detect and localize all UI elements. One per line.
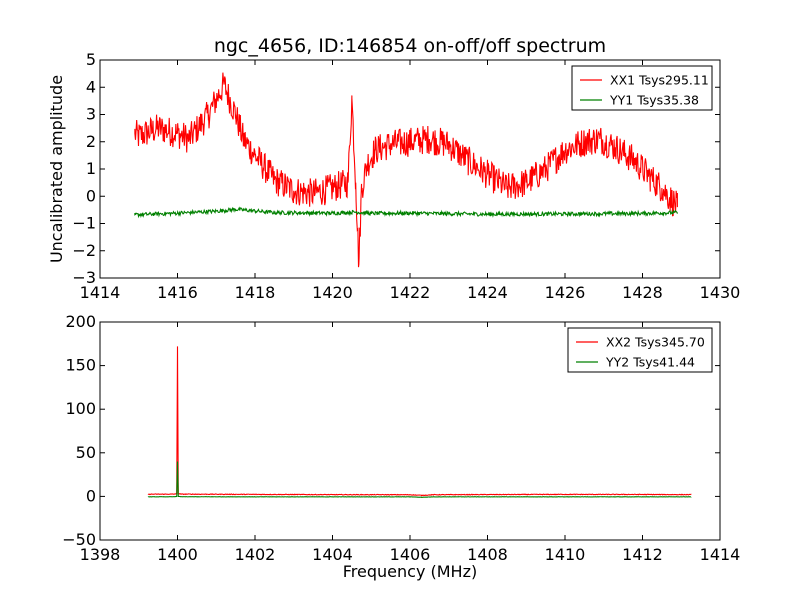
plots-layer: 1414 1416 1418 1420 1422 1424 1426 1428 1430−3−2… — [47, 50, 740, 581]
y-tick-label: 0 — [86, 186, 96, 205]
legend-box — [571, 65, 713, 111]
series-line-xx1 — [134, 72, 678, 268]
x-tick-label: 1422 — [390, 283, 431, 302]
y-tick-label: 4 — [86, 77, 96, 96]
y-tick-label: −1 — [72, 214, 96, 233]
y-tick-label: 150 — [65, 356, 96, 375]
x-tick-label: 1412 — [622, 545, 663, 564]
panel-2: 1398 1400 1402 1404 1406 1408 1410 1412 1414 −50 0… — [62, 312, 740, 581]
x-tick-label: 1414 — [80, 283, 121, 302]
y-tick-label: 200 — [65, 312, 96, 331]
x-tick-label: 1416 — [157, 283, 198, 302]
series-line-yy2 — [147, 461, 692, 498]
y-tick-label: 3 — [86, 105, 96, 124]
x-tick-label: 1414 — [700, 545, 741, 564]
legend-entry: XX1 Tsys295.11 — [610, 73, 709, 88]
y-tick-label: −50 — [62, 530, 96, 549]
x-tick-label: 1408 — [467, 545, 508, 564]
x-tick-label: 1428 — [622, 283, 663, 302]
x-tick-label: 1420 — [312, 283, 353, 302]
y-tick-label: 50 — [76, 443, 96, 462]
y-axis-label: Uncalibrated amplitude — [47, 75, 66, 263]
x-tick-label: 1406 — [390, 545, 431, 564]
y-tick-label: 0 — [86, 486, 96, 505]
panel-1: 1414 1416 1418 1420 1422 1424 1426 1428 1430−3−2… — [47, 50, 740, 302]
series-line-yy1 — [134, 206, 678, 219]
panel-1-series — [134, 72, 678, 268]
y-tick-label: 1 — [86, 159, 96, 178]
legend-panel-1: XX1 Tsys295.11 YY1 Tsys35.38 — [571, 65, 713, 111]
x-tick-label: 1402 — [235, 545, 276, 564]
x-tick-label: 1398 — [80, 545, 121, 564]
panel-2-series — [147, 346, 692, 498]
y-tick-label: −3 — [72, 268, 96, 287]
x-tick-label: 1426 — [545, 283, 586, 302]
x-tick-label: 1404 — [312, 545, 353, 564]
x-tick-label: 1400 — [157, 545, 198, 564]
y-tick-label: 100 — [65, 399, 96, 418]
x-tick-label: 1424 — [467, 283, 508, 302]
legend-entry: YY1 Tsys35.38 — [609, 93, 699, 108]
x-axis-label: Frequency (MHz) — [343, 562, 477, 581]
series-line-xx2 — [147, 346, 692, 497]
chart-title: ngc_4656, ID:146854 on-off/off spectrum — [214, 35, 606, 57]
legend-entry: XX2 Tsys345.70 — [606, 335, 705, 350]
x-tick-label: 1418 — [235, 283, 276, 302]
x-tick-label: 1410 — [545, 545, 586, 564]
legend-entry: YY2 Tsys41.44 — [605, 355, 695, 370]
x-tick-label: 1430 — [700, 283, 741, 302]
y-tick-label: 5 — [86, 50, 96, 69]
y-tick-label: 2 — [86, 132, 96, 151]
y-tick-label: −2 — [72, 241, 96, 260]
legend-box — [567, 327, 713, 373]
legend-panel-2: XX2 Tsys345.70 YY2 Tsys41.44 — [567, 327, 713, 373]
